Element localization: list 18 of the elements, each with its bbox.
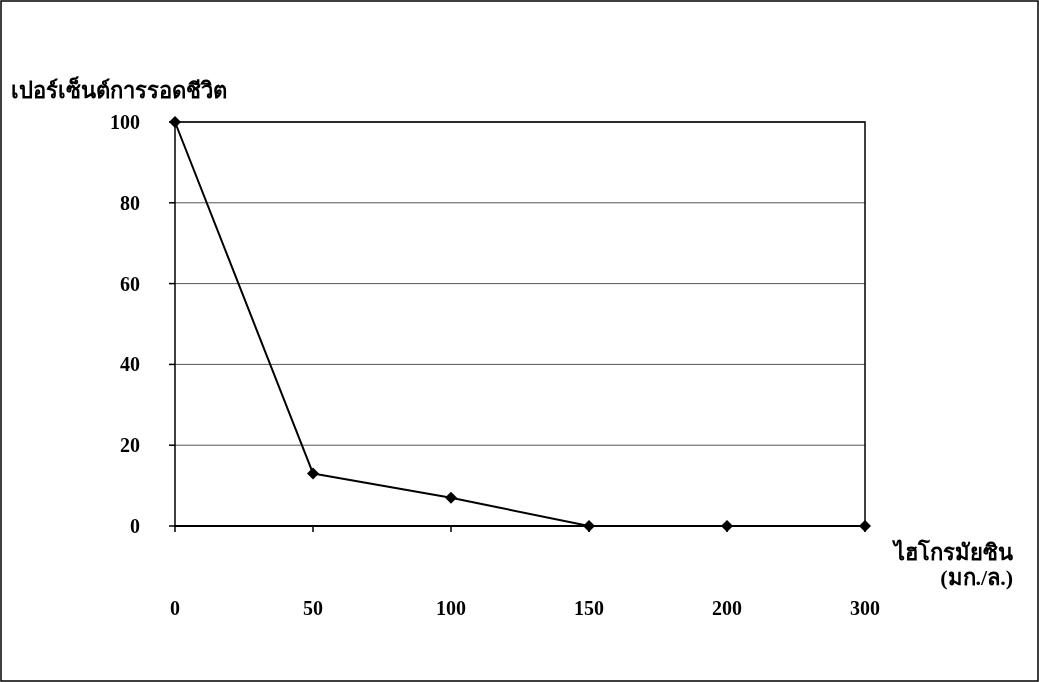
y-tick-label: 100 bbox=[110, 111, 140, 133]
x-tick-label: 300 bbox=[850, 597, 880, 619]
y-tick-label: 40 bbox=[120, 353, 140, 376]
y-tick-label: 20 bbox=[120, 434, 140, 457]
y-tick-label: 60 bbox=[120, 272, 140, 295]
point bbox=[445, 491, 457, 504]
x-tick-label: 200 bbox=[712, 597, 742, 619]
x-tick-label: 150 bbox=[574, 597, 604, 619]
point bbox=[307, 467, 319, 480]
y-tick-label: 80 bbox=[120, 191, 140, 214]
y-tick-label: 0 bbox=[130, 515, 140, 537]
x-tick-label: 0 bbox=[170, 597, 180, 619]
point bbox=[721, 520, 733, 532]
x-tick-label: 100 bbox=[436, 597, 466, 619]
x-axis-title: ไฮโกรมัยซิน (มก./ล.) bbox=[892, 539, 1013, 590]
y-axis-title: เปอร์เซ็นต์การรอดชีวิต bbox=[11, 76, 227, 103]
point bbox=[583, 520, 595, 532]
x-tick-label: 50 bbox=[303, 597, 323, 619]
